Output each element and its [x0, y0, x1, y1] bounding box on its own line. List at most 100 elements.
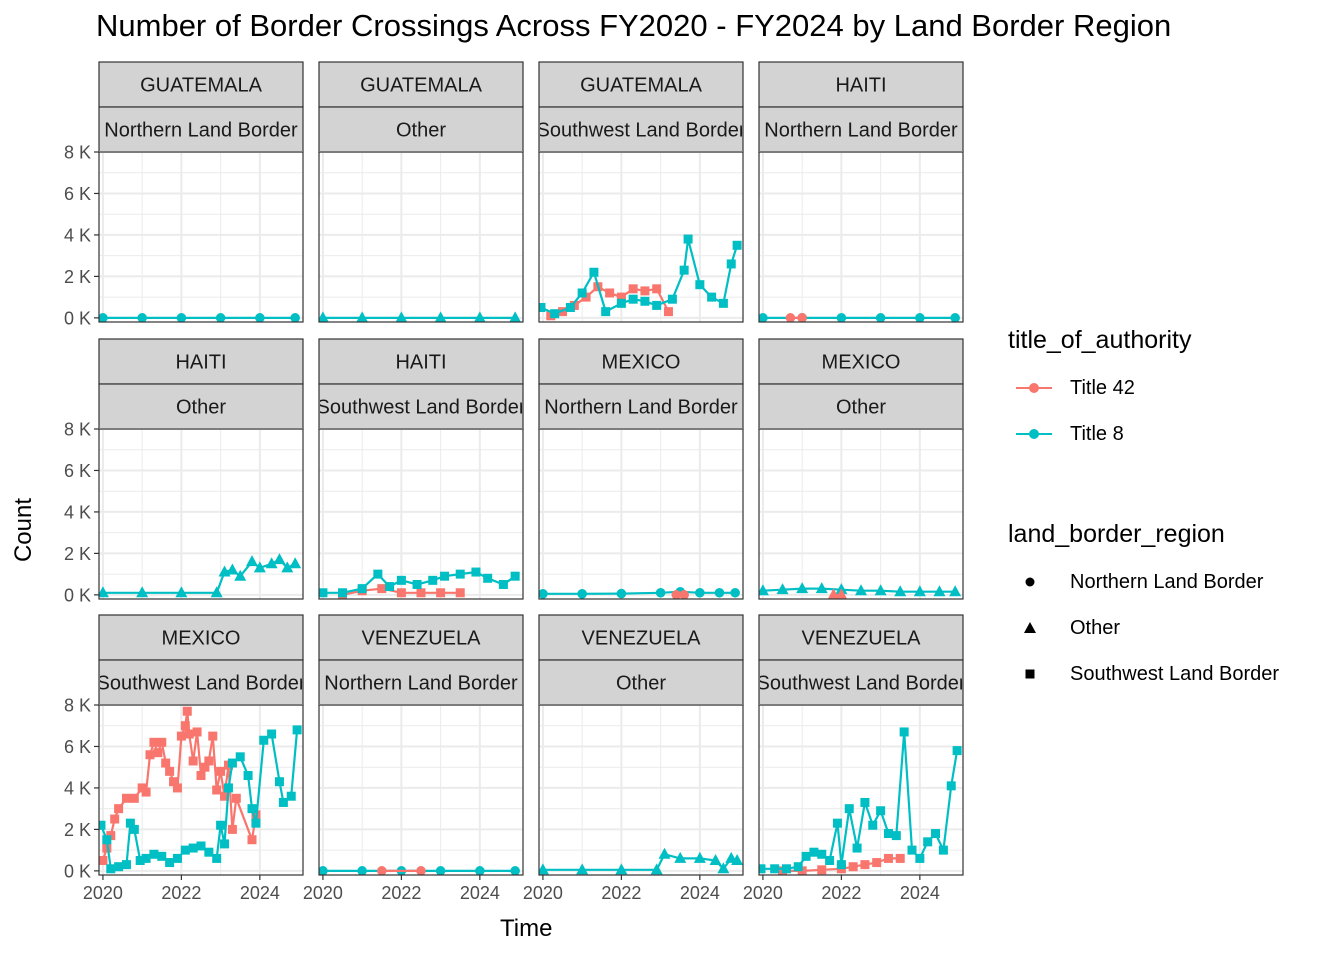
- facet-strip-country: VENEZUELA: [538, 614, 744, 661]
- data-point: [129, 793, 139, 803]
- strip-label-country: MEXICO: [602, 352, 681, 374]
- panel-data: [759, 582, 962, 599]
- data-point: [377, 584, 387, 594]
- panel-background: [759, 429, 963, 599]
- data-point: [212, 785, 222, 795]
- legend-key-triangle: [1008, 605, 1060, 651]
- data-point: [396, 588, 406, 598]
- y-tick-label: 8 K: [64, 696, 91, 716]
- facet-panel: VENEZUELA Other 2020 2022 2024: [523, 614, 744, 903]
- data-point: [215, 313, 226, 322]
- panel-border: [318, 428, 524, 600]
- data-point: [860, 797, 870, 807]
- strip-background: [538, 614, 744, 661]
- data-point: [946, 781, 956, 791]
- y-tick-label: 8 K: [64, 420, 91, 440]
- facet-panel: GUATEMALA Other: [318, 61, 524, 323]
- data-point: [895, 853, 905, 863]
- data-point: [216, 766, 226, 776]
- panel-background: [99, 152, 303, 322]
- panel-border: [98, 151, 304, 323]
- data-point: [817, 865, 827, 875]
- data-point: [667, 294, 677, 304]
- y-tick-label: 6 K: [64, 737, 91, 757]
- data-point: [385, 582, 395, 592]
- data-point: [267, 729, 277, 739]
- strip-label-country: GUATEMALA: [360, 75, 483, 97]
- y-tick-label: 2 K: [64, 820, 91, 840]
- facet-strip-country: HAITI: [758, 61, 964, 108]
- data-point: [658, 847, 671, 859]
- data-point: [509, 311, 521, 322]
- data-point: [498, 579, 508, 589]
- data-point: [796, 582, 809, 594]
- strip-label-country: MEXICO: [162, 628, 241, 650]
- facet-strip-region: Southwest Land Border: [758, 659, 964, 706]
- panel-data: [539, 586, 740, 599]
- data-point: [176, 313, 187, 322]
- strip-label-country: HAITI: [835, 75, 886, 97]
- strip-label-region: Other: [616, 673, 666, 695]
- facet-panel: VENEZUELA Southwest Land Border 2020 2022 20…: [743, 614, 964, 903]
- data-point: [165, 766, 175, 776]
- data-point: [273, 553, 286, 565]
- data-point: [860, 860, 870, 870]
- panel-data: [539, 234, 742, 321]
- strip-background: [98, 383, 304, 430]
- strip-background: [758, 659, 964, 706]
- panel-background: [99, 429, 303, 599]
- data-point: [576, 863, 589, 875]
- x-tick-label: 2022: [161, 883, 201, 903]
- data-point: [265, 557, 278, 569]
- panel-background: [319, 705, 523, 875]
- panel-data: [319, 311, 521, 322]
- data-point: [110, 814, 120, 824]
- data-point: [605, 288, 615, 298]
- y-axis-title: Count: [10, 497, 37, 563]
- strip-label-country: HAITI: [395, 352, 446, 374]
- facet-strip-region: Other: [758, 383, 964, 430]
- data-point: [759, 864, 766, 874]
- data-point: [730, 587, 740, 598]
- panel-border: [538, 704, 744, 876]
- data-point: [671, 590, 682, 599]
- data-point: [141, 787, 151, 797]
- data-point: [577, 589, 587, 599]
- data-point: [825, 855, 835, 865]
- data-point: [679, 265, 689, 275]
- data-point: [137, 313, 147, 322]
- data-point: [243, 770, 253, 780]
- strip-label-country: MEXICO: [822, 352, 901, 374]
- data-point: [876, 806, 886, 816]
- panel-border: [538, 151, 744, 323]
- data-point: [196, 841, 206, 851]
- data-point: [872, 858, 882, 868]
- strip-background: [758, 614, 964, 661]
- panel-background: [539, 705, 743, 875]
- data-point: [832, 818, 842, 828]
- data-point: [868, 820, 878, 830]
- data-point: [949, 585, 962, 597]
- strip-label-region: Southwest Land Border: [316, 397, 525, 419]
- data-point: [114, 862, 124, 872]
- legend-label-other: Other: [1070, 616, 1121, 639]
- panel-data: [319, 866, 520, 875]
- strip-background: [318, 338, 524, 385]
- data-point: [891, 831, 901, 841]
- strip-label-region: Other: [176, 397, 226, 419]
- data-point: [950, 313, 960, 322]
- x-tick-label: 2024: [900, 883, 940, 903]
- data-point: [695, 587, 705, 598]
- x-tick-label: 2020: [743, 883, 783, 903]
- data-point: [844, 804, 854, 814]
- facet-panel: GUATEMALA Northern Land Border 0 K 2 K 4 K 6 …: [64, 61, 304, 328]
- data-point: [114, 804, 124, 814]
- data-point: [99, 855, 108, 865]
- data-point: [455, 569, 465, 579]
- strip-background: [538, 61, 744, 108]
- data-point: [695, 280, 705, 290]
- data-point: [913, 585, 926, 597]
- data-point: [182, 706, 192, 716]
- data-point: [776, 583, 789, 595]
- chart-title: Number of Border Crossings Across FY2020…: [96, 8, 1172, 43]
